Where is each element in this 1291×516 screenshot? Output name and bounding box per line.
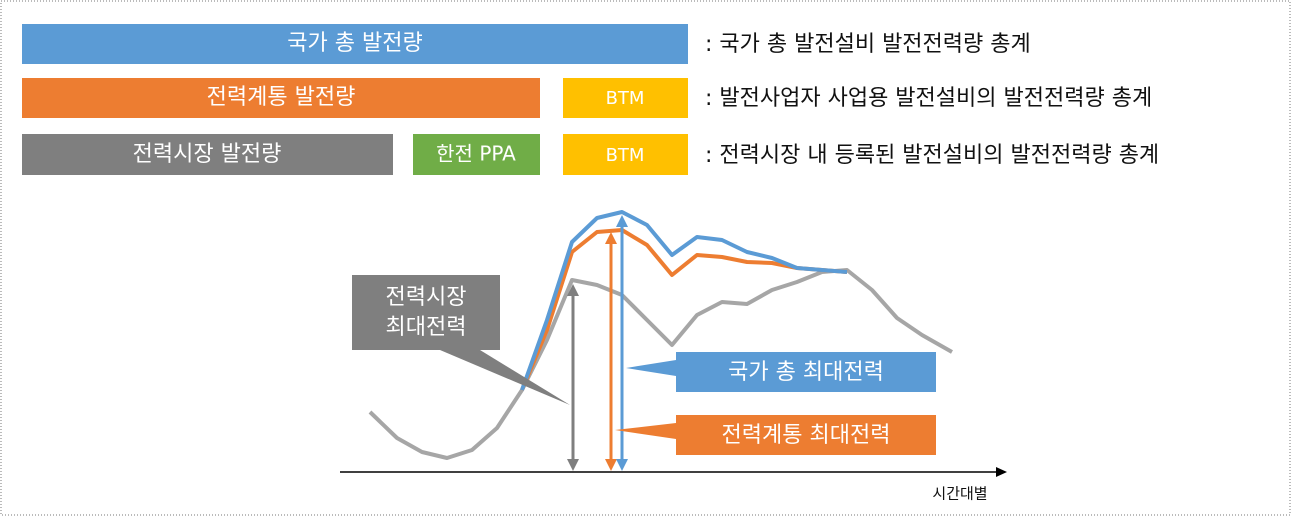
bar-label: 전력계통 발전량 [207,85,356,110]
market-curve [368,268,953,460]
arrow-head [605,232,617,244]
callout-national [676,352,936,392]
bar-label: 국가 총 발전량 [287,31,422,56]
callout-market [352,275,500,350]
callouts: 전력시장 최대전력 국가 총 최대전력 전력계통 최대전력 [352,275,936,455]
axis-label: 시간대별 [932,485,987,503]
chart [368,210,953,460]
callout-pointer [615,423,676,439]
arrow-head [567,284,579,296]
bar-label: BTM [606,145,645,166]
bar-label: 한전 PPA [436,142,516,166]
description: : 전력시장 내 등록된 발전설비의 발전전력량 총계 [705,143,1159,168]
arrow-head [616,459,628,471]
description: : 국가 총 발전설비 발전전력량 총계 [705,32,1031,57]
arrow-head [567,459,579,471]
callout-grid [676,415,936,455]
arrow-head [616,215,628,227]
bar-label: 전력시장 발전량 [133,142,282,167]
bar-label: BTM [606,88,645,109]
axis-arrow [996,467,1007,477]
bar-btm [563,134,688,175]
callout-text: 전력계통 최대전력 [722,423,891,448]
bar-ppa [413,134,540,175]
callout-pointer [440,350,570,405]
bar-market [22,134,393,175]
peak-arrows [567,215,628,471]
callout-text: 국가 총 최대전력 [728,360,884,385]
legend-rows: 국가 총 발전량 : 국가 총 발전설비 발전전력량 총계 전력계통 발전량 B… [22,24,1159,175]
bar-btm [563,78,688,118]
callout-pointer [626,360,676,376]
bar-grid [22,78,540,118]
callout-text: 최대전력 [386,315,467,340]
national-curve [520,210,848,391]
description: : 발전사업자 사업용 발전설비의 발전전력량 총계 [705,86,1152,111]
bar-national [22,24,688,64]
arrow-head [605,459,617,471]
callout-text: 전력시장 [386,285,467,310]
axis: 시간대별 [340,467,1007,503]
